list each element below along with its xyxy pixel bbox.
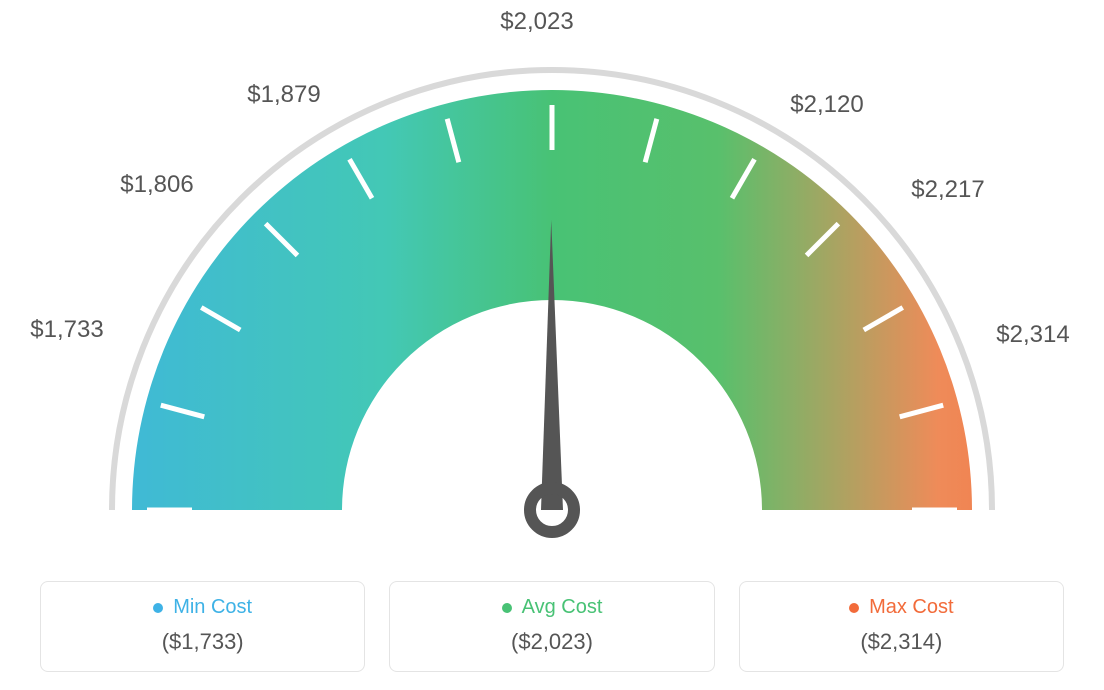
card-min-cost: Min Cost ($1,733) (40, 581, 365, 672)
dot-max (849, 603, 859, 613)
gauge-chart-stage: $1,733 $1,806 $1,879 $2,023 $2,120 $2,21… (0, 0, 1104, 690)
gauge-label-5: $2,217 (911, 176, 984, 204)
card-title-max: Max Cost (869, 596, 953, 619)
legend: Min Cost ($1,733) Avg Cost ($2,023) Max … (40, 581, 1064, 672)
gauge-label-6: $2,314 (996, 321, 1069, 349)
card-title-row: Min Cost (153, 596, 252, 619)
card-avg-cost: Avg Cost ($2,023) (389, 581, 714, 672)
gauge-label-4: $2,120 (790, 91, 863, 119)
card-title-row: Max Cost (849, 596, 953, 619)
card-max-cost: Max Cost ($2,314) (739, 581, 1064, 672)
card-title-row: Avg Cost (502, 596, 603, 619)
gauge-label-0: $1,733 (30, 316, 103, 344)
gauge-label-2: $1,879 (247, 81, 320, 109)
dot-min (153, 603, 163, 613)
card-value-avg: ($2,023) (390, 629, 713, 655)
dot-avg (502, 603, 512, 613)
card-value-min: ($1,733) (41, 629, 364, 655)
gauge-svg (0, 0, 1104, 560)
gauge-label-3: $2,023 (500, 8, 573, 36)
gauge-label-1: $1,806 (120, 171, 193, 199)
gauge-wrap: $1,733 $1,806 $1,879 $2,023 $2,120 $2,21… (0, 0, 1104, 560)
card-value-max: ($2,314) (740, 629, 1063, 655)
card-title-min: Min Cost (173, 596, 252, 619)
card-title-avg: Avg Cost (522, 596, 603, 619)
